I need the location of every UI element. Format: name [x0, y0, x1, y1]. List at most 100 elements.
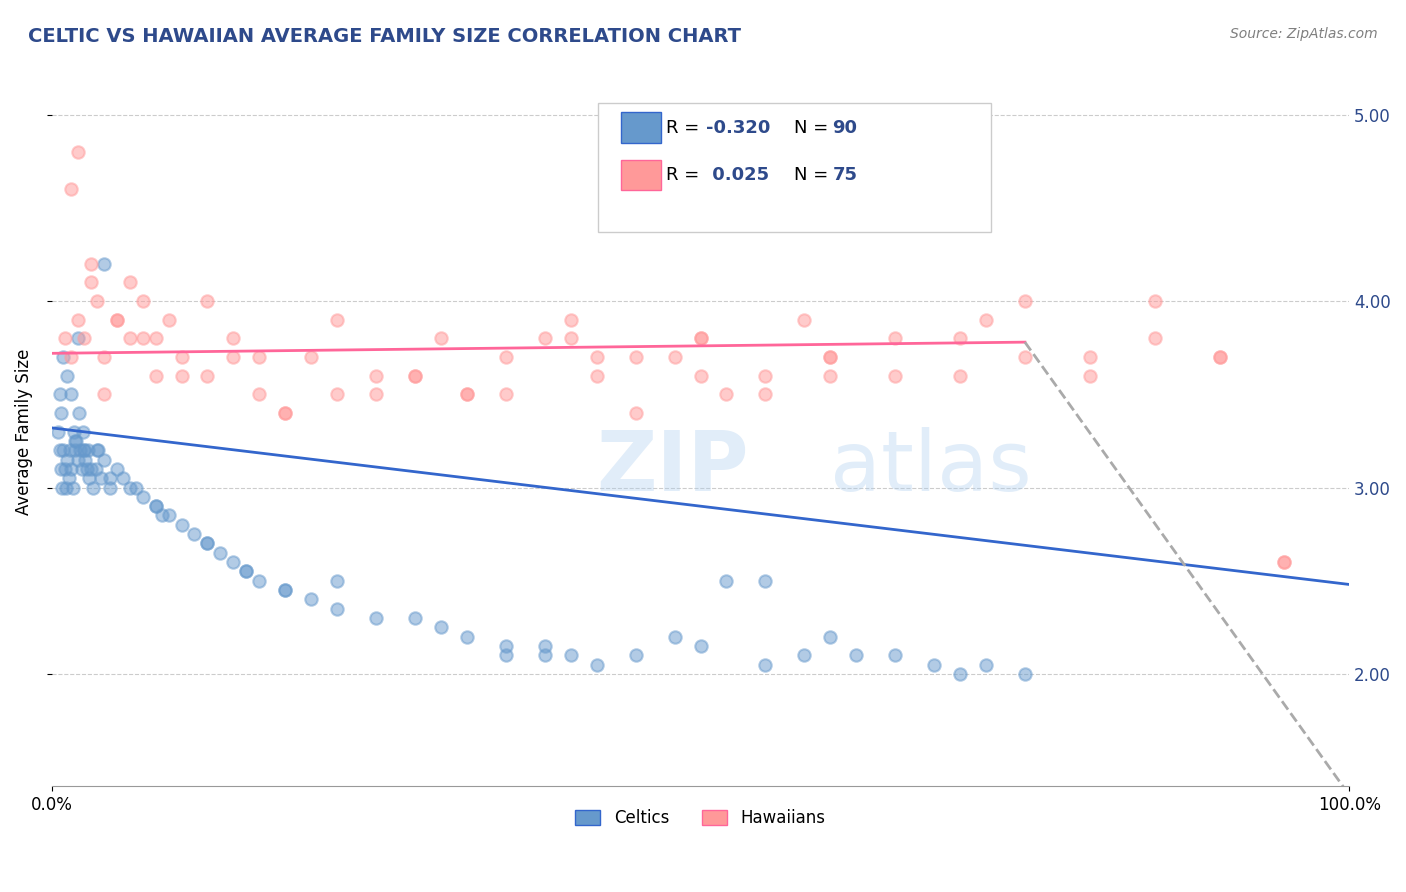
Text: 0.025: 0.025	[706, 166, 769, 184]
Point	[52, 443, 75, 458]
Point	[79, 471, 101, 485]
Point	[183, 527, 205, 541]
Point	[754, 657, 776, 672]
Point	[197, 536, 219, 550]
Point	[157, 312, 180, 326]
Point	[105, 462, 128, 476]
Point	[820, 350, 842, 364]
Point	[533, 648, 555, 663]
Point	[131, 490, 153, 504]
Point	[235, 565, 257, 579]
Point	[274, 583, 297, 598]
Point	[63, 443, 86, 458]
Point	[624, 350, 647, 364]
Point	[949, 368, 972, 383]
Point	[326, 387, 349, 401]
Point	[93, 387, 115, 401]
Point	[118, 331, 141, 345]
Point	[131, 294, 153, 309]
Point	[274, 406, 297, 420]
Point	[170, 350, 193, 364]
Point	[326, 312, 349, 326]
Point	[93, 350, 115, 364]
Point	[974, 312, 997, 326]
Point	[754, 387, 776, 401]
Point	[884, 368, 907, 383]
Point	[366, 368, 388, 383]
Point	[105, 312, 128, 326]
Point	[1078, 368, 1101, 383]
Point	[60, 182, 83, 196]
Point	[66, 312, 89, 326]
Point	[86, 294, 108, 309]
Point	[65, 434, 87, 448]
Point	[52, 350, 75, 364]
Point	[1014, 294, 1036, 309]
Point	[145, 331, 167, 345]
Point	[1208, 350, 1230, 364]
Point	[884, 331, 907, 345]
Text: N =: N =	[794, 119, 834, 136]
Point	[456, 387, 478, 401]
Point	[884, 648, 907, 663]
Point	[495, 639, 517, 653]
Point	[560, 312, 582, 326]
Point	[49, 462, 72, 476]
Point	[72, 425, 94, 439]
Point	[53, 462, 76, 476]
Point	[118, 276, 141, 290]
Point	[105, 312, 128, 326]
Point	[689, 331, 711, 345]
Point	[845, 648, 868, 663]
Point	[51, 481, 73, 495]
Point	[585, 368, 607, 383]
Point	[754, 368, 776, 383]
Point	[82, 481, 104, 495]
Point	[70, 462, 93, 476]
Point	[820, 350, 842, 364]
Point	[274, 406, 297, 420]
Point	[62, 425, 84, 439]
Point	[235, 565, 257, 579]
Point	[949, 331, 972, 345]
Point	[79, 462, 101, 476]
Point	[1143, 294, 1166, 309]
Point	[67, 406, 90, 420]
Point	[49, 406, 72, 420]
Point	[689, 368, 711, 383]
Point	[90, 471, 112, 485]
Point	[197, 536, 219, 550]
Point	[145, 499, 167, 513]
Point	[689, 331, 711, 345]
Point	[326, 574, 349, 588]
Point	[76, 462, 98, 476]
Point	[66, 331, 89, 345]
Point	[820, 630, 842, 644]
Text: 90: 90	[832, 119, 858, 136]
Text: R =: R =	[666, 166, 706, 184]
Point	[157, 508, 180, 523]
Point	[62, 481, 84, 495]
Point	[560, 331, 582, 345]
Point	[125, 481, 148, 495]
Point	[949, 667, 972, 681]
Point	[56, 368, 79, 383]
Point	[59, 443, 82, 458]
Point	[716, 387, 738, 401]
Point	[366, 611, 388, 625]
Point	[60, 387, 83, 401]
Point	[79, 276, 101, 290]
Point	[60, 350, 83, 364]
Point	[1014, 350, 1036, 364]
Point	[495, 350, 517, 364]
Point	[118, 481, 141, 495]
Point	[247, 574, 270, 588]
Point	[222, 331, 245, 345]
Point	[73, 443, 96, 458]
Point	[495, 648, 517, 663]
Point	[75, 452, 97, 467]
Point	[820, 368, 842, 383]
Point	[624, 406, 647, 420]
Text: atlas: atlas	[831, 426, 1032, 508]
Point	[58, 471, 80, 485]
